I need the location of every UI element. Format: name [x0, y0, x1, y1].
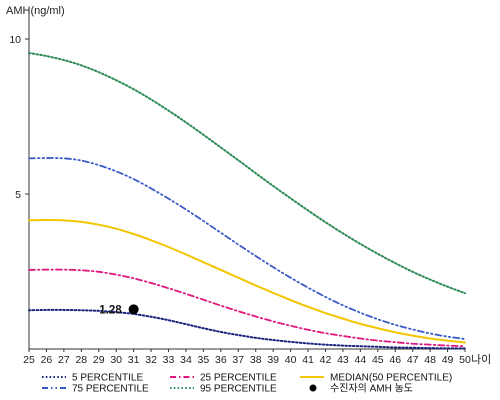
x-tick-label: 31 [128, 354, 140, 366]
x-tick-label: 40 [285, 354, 297, 366]
patient-amh-point [128, 304, 139, 315]
x-tick-label: 33 [163, 354, 175, 366]
series-line-25-percentile [28, 268, 466, 348]
x-tick-label: 43 [337, 354, 349, 366]
axes: 5 10 25 26 27 28 29 30 31 32 33 34 35 36 37 38 39 40 41 42 4… [9, 8, 471, 366]
series-line-median-50-percentile [28, 219, 466, 344]
legend-point-marker [309, 384, 317, 392]
x-tick-label: 28 [75, 354, 87, 366]
y-tick-label: 10 [9, 34, 21, 46]
x-tick-label: 38 [250, 354, 262, 366]
x-tick-label: 47 [407, 354, 419, 366]
x-tick-label: 37 [232, 354, 244, 366]
x-tick-label: 29 [93, 354, 105, 366]
x-tick-label: 41 [302, 354, 314, 366]
y-axis-title: AMH(ng/ml) [6, 5, 65, 17]
x-tick-label: 26 [41, 354, 53, 366]
x-tick-label: 32 [145, 354, 157, 366]
x-tick-label: 49 [442, 354, 454, 366]
x-tick-label: 27 [58, 354, 70, 366]
x-tick-label: 48 [424, 354, 436, 366]
x-tick-label: 25 [23, 354, 35, 366]
series-line-5-percentile [28, 308, 466, 350]
x-tick-label: 30 [110, 354, 122, 366]
series-line-75-percentile [28, 157, 466, 340]
x-tick-label: 36 [215, 354, 227, 366]
series-line-95-percentile [28, 51, 466, 295]
legend-label: 5 PERCENTILE [72, 373, 143, 384]
legend-label: 수진자의 AMH 농도 [330, 383, 413, 395]
x-tick-label: 35 [198, 354, 210, 366]
x-tick-label: 45 [372, 354, 384, 366]
x-axis-title: 나이 [471, 353, 491, 366]
x-tick-label: 39 [267, 354, 279, 366]
y-tick-label: 5 [15, 189, 21, 201]
legend-label: 25 PERCENTILE [200, 373, 277, 384]
x-tick-label: 44 [355, 354, 367, 366]
series-lines [28, 51, 466, 350]
legend-label: 95 PERCENTILE [200, 384, 277, 395]
patient-amh-value-label: 1.28 [99, 304, 122, 316]
legend-label: MEDIAN(50 PERCENTILE) [330, 373, 452, 384]
x-tick-label: 34 [180, 354, 192, 366]
patient-points: 1.28 [99, 304, 139, 316]
x-tick-label: 46 [389, 354, 401, 366]
x-tick-label: 42 [320, 354, 332, 366]
x-tick-label: 50 [459, 354, 471, 366]
legend-label: 75 PERCENTILE [72, 384, 149, 395]
